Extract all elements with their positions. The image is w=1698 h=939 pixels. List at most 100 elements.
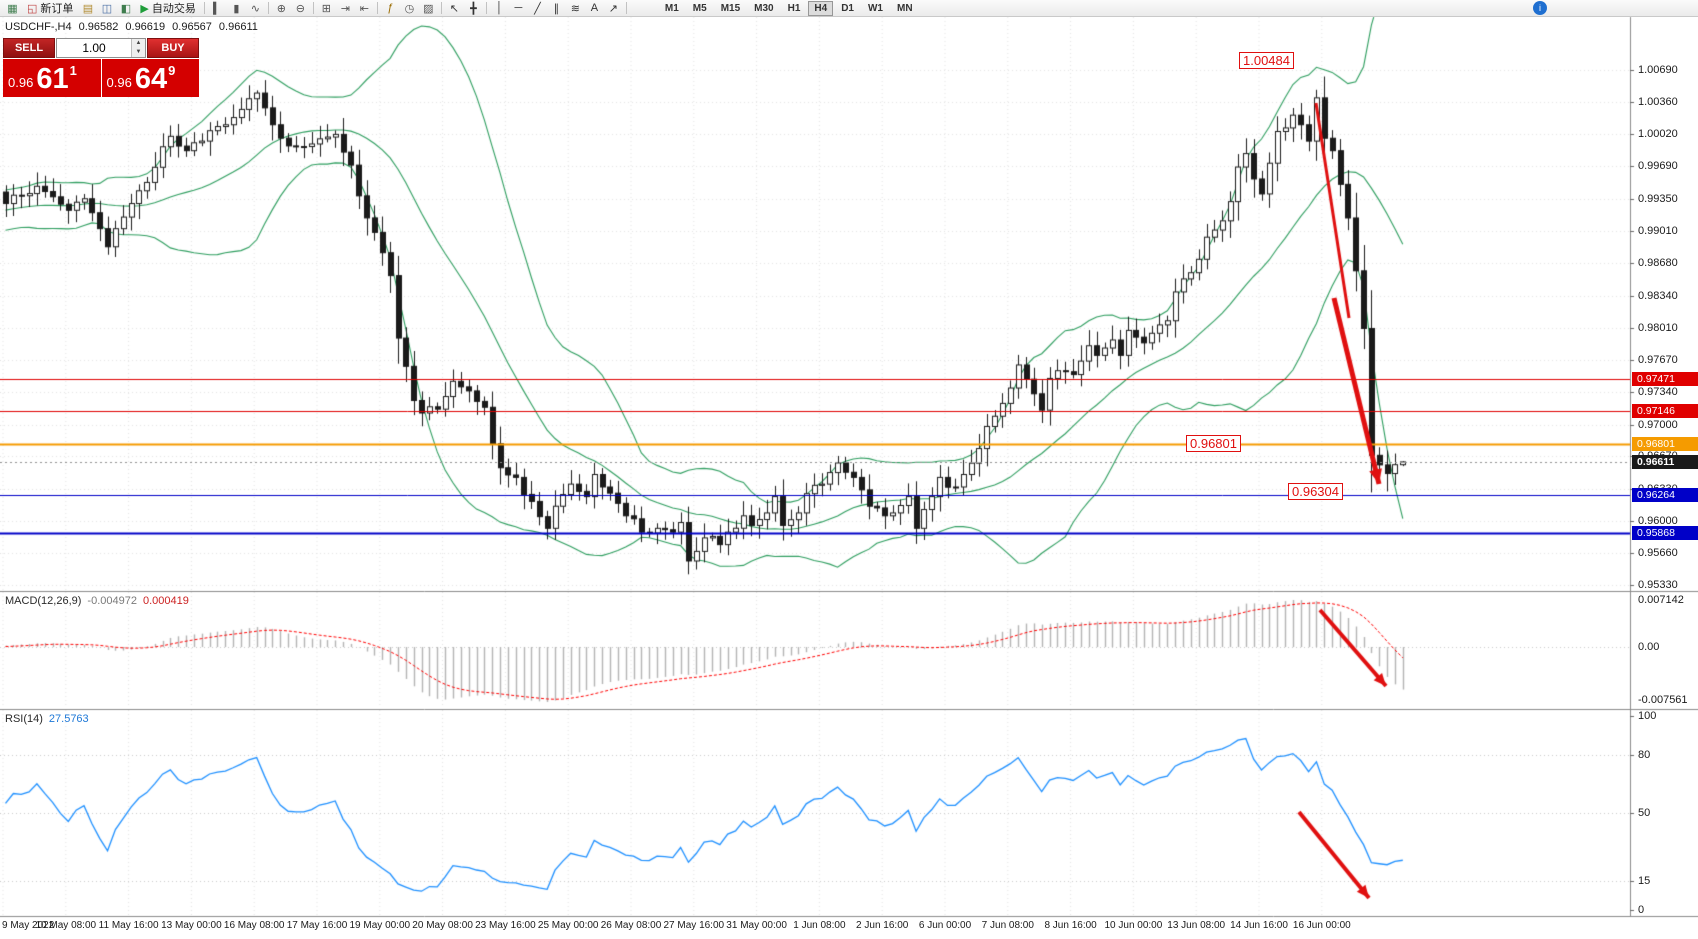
- zoom-out-icon[interactable]: ⊖: [295, 2, 305, 15]
- bar-high-value: 0.96619: [125, 21, 166, 33]
- timeframe-button-mn[interactable]: MN: [896, 2, 913, 14]
- bid-price-display[interactable]: 0.96 61 1: [3, 59, 102, 97]
- timeframe-button-w1[interactable]: W1: [867, 2, 883, 14]
- time-axis-label: 16 May 08:00: [223, 920, 285, 931]
- peak-price-label[interactable]: 1.00484: [1239, 52, 1294, 69]
- community-icon[interactable]: i: [1533, 1, 1547, 15]
- macd-value-main: -0.004972: [87, 595, 137, 607]
- chart-shift-icon[interactable]: ⇤: [359, 2, 369, 15]
- navigator-icon[interactable]: ◧: [120, 2, 132, 15]
- timeframe-button-h4[interactable]: H4: [808, 0, 834, 16]
- data-window-icon[interactable]: ◫: [101, 2, 113, 15]
- timeframe-button-d1[interactable]: D1: [841, 2, 854, 14]
- bar-close-value: 0.96611: [218, 21, 258, 33]
- time-axis-label: 13 May 00:00: [161, 920, 222, 931]
- time-axis-label: 23 May 16:00: [475, 920, 536, 931]
- new-order-button[interactable]: ◱ 新订单: [22, 1, 78, 16]
- templates-icon[interactable]: ▨: [423, 2, 434, 15]
- volume-decrease-button[interactable]: ▼: [132, 48, 145, 57]
- bar-open-value: 0.96582: [78, 21, 119, 33]
- chart-ohlc-header: USDCHF-,H4 0.96582 0.96619 0.96567 0.966…: [5, 21, 258, 33]
- symbol-period-label: USDCHF-,H4: [5, 21, 72, 33]
- autotrading-button-icon: ▶: [140, 2, 149, 15]
- bar-low-value: 0.96567: [172, 21, 212, 33]
- time-axis-label: 26 May 08:00: [600, 920, 662, 931]
- volume-input[interactable]: [57, 39, 131, 57]
- vertical-line-tool-icon[interactable]: │: [495, 2, 503, 14]
- macd-axis-zero-label: 0.00: [1638, 641, 1660, 654]
- time-axis-label: 10 Jun 00:00: [1104, 920, 1163, 931]
- timeframe-button-m5[interactable]: M5: [692, 2, 707, 14]
- price-axis-label: 0.97670: [1638, 354, 1678, 367]
- candlestick-type-icon[interactable]: ▮: [233, 2, 240, 15]
- buy-button[interactable]: BUY: [147, 38, 199, 58]
- time-axis-label: 14 Jun 16:00: [1230, 920, 1288, 931]
- horizontal-line-tool-icon[interactable]: ─: [514, 2, 523, 14]
- autotrading-button[interactable]: ▶ 自动交易: [135, 1, 200, 16]
- ask-price-display[interactable]: 0.96 64 9: [101, 59, 199, 97]
- macd-value-signal: 0.000419: [142, 595, 189, 607]
- fibonacci-tool-icon[interactable]: ≋: [570, 2, 580, 15]
- price-axis-label: 0.97340: [1638, 385, 1678, 398]
- bar-chart-type-icon[interactable]: ▍: [213, 2, 222, 15]
- rsi-name: RSI(14): [5, 713, 43, 725]
- timeframe-button-m30[interactable]: M30: [754, 2, 774, 14]
- macd-axis-bottom-label: -0.007561: [1638, 694, 1688, 706]
- time-axis-label: 10 May 08:00: [35, 920, 97, 931]
- price-axis-label: 0.98340: [1638, 289, 1678, 302]
- price-axis-label: 1.00360: [1638, 95, 1678, 108]
- tile-windows-icon[interactable]: ⊞: [321, 2, 331, 15]
- crosshair-icon[interactable]: ╋: [470, 2, 477, 15]
- volume-box: ▲ ▼: [56, 38, 146, 58]
- current-price-tag: 0.96611: [1632, 454, 1698, 469]
- price-axis-label: 0.95660: [1638, 547, 1678, 560]
- price-axis-label: 0.98010: [1638, 321, 1678, 334]
- autotrading-button-label: 自动交易: [151, 3, 196, 15]
- timeframe-button-m1[interactable]: M1: [664, 2, 679, 14]
- time-axis-label: 17 May 16:00: [286, 920, 348, 931]
- macd-indicator-label: MACD(12,26,9) -0.004972 0.000419: [5, 595, 189, 607]
- time-axis-label: 6 Jun 00:00: [918, 920, 972, 931]
- toolbar-separator: [485, 2, 487, 14]
- time-axis-label: 7 Jun 08:00: [981, 920, 1034, 931]
- rsi-axis-label: 100: [1638, 710, 1657, 722]
- timeframe-button-m15[interactable]: M15: [720, 2, 741, 14]
- new-chart-icon[interactable]: ▦: [7, 2, 18, 15]
- time-axis-label: 8 Jun 16:00: [1044, 920, 1097, 931]
- pivot-price-label[interactable]: 0.96801: [1186, 435, 1241, 452]
- time-axis-label: 27 May 16:00: [663, 920, 725, 931]
- rsi-axis-label: 80: [1638, 748, 1651, 761]
- new-order-button-icon: ◱: [27, 2, 38, 15]
- trendline-tool-icon[interactable]: ╱: [534, 2, 541, 15]
- low-price-label[interactable]: 0.96304: [1288, 483, 1343, 500]
- resistance-line-2-tag: 0.97146: [1632, 403, 1698, 418]
- time-axis-label: 25 May 00:00: [537, 920, 599, 931]
- support-line-2-tag: 0.95868: [1632, 526, 1698, 541]
- periods-icon[interactable]: ◷: [404, 2, 415, 15]
- line-chart-type-icon[interactable]: ∿: [250, 2, 260, 15]
- price-axis-label: 0.99010: [1638, 225, 1678, 238]
- price-axis-label: 1.00020: [1638, 128, 1678, 141]
- market-watch-icon[interactable]: ▤: [82, 2, 94, 15]
- sell-button[interactable]: SELL: [3, 38, 55, 58]
- toolbar-separator: [267, 2, 269, 14]
- time-axis-label: 1 Jun 08:00: [793, 920, 846, 931]
- text-tool-icon[interactable]: A: [590, 2, 599, 14]
- indicators-icon[interactable]: ƒ: [387, 2, 394, 14]
- main-toolbar: ▦ ◱ 新订单 ▤ ◫ ◧ ▶ 自动交易 ▍ ▮ ∿ ⊕ ⊖ ⊞ ⇥ ⇤ ƒ ◷ ▨ ↖ ╋ │ ─ ╱ ∥ ≋ A ↗ M1 M5 M15…: [0, 0, 1698, 17]
- arrows-tool-icon[interactable]: ↗: [608, 2, 618, 15]
- timeframe-button-h1[interactable]: H1: [787, 2, 801, 14]
- time-axis-label: 16 Jun 00:00: [1292, 920, 1351, 931]
- ask-pip-digit: 9: [168, 63, 176, 78]
- macd-axis-top-label: 0.007142: [1638, 594, 1684, 606]
- time-axis-label: 2 Jun 16:00: [856, 920, 909, 931]
- toolbar-separator: [312, 2, 314, 14]
- volume-increase-button[interactable]: ▲: [132, 39, 145, 48]
- channel-tool-icon[interactable]: ∥: [553, 2, 560, 15]
- cursor-icon[interactable]: ↖: [449, 2, 459, 15]
- auto-scroll-icon[interactable]: ⇥: [340, 2, 350, 15]
- price-axis-label: 0.98680: [1638, 257, 1678, 270]
- toolbar-separator: [625, 2, 627, 14]
- zoom-in-icon[interactable]: ⊕: [276, 2, 286, 15]
